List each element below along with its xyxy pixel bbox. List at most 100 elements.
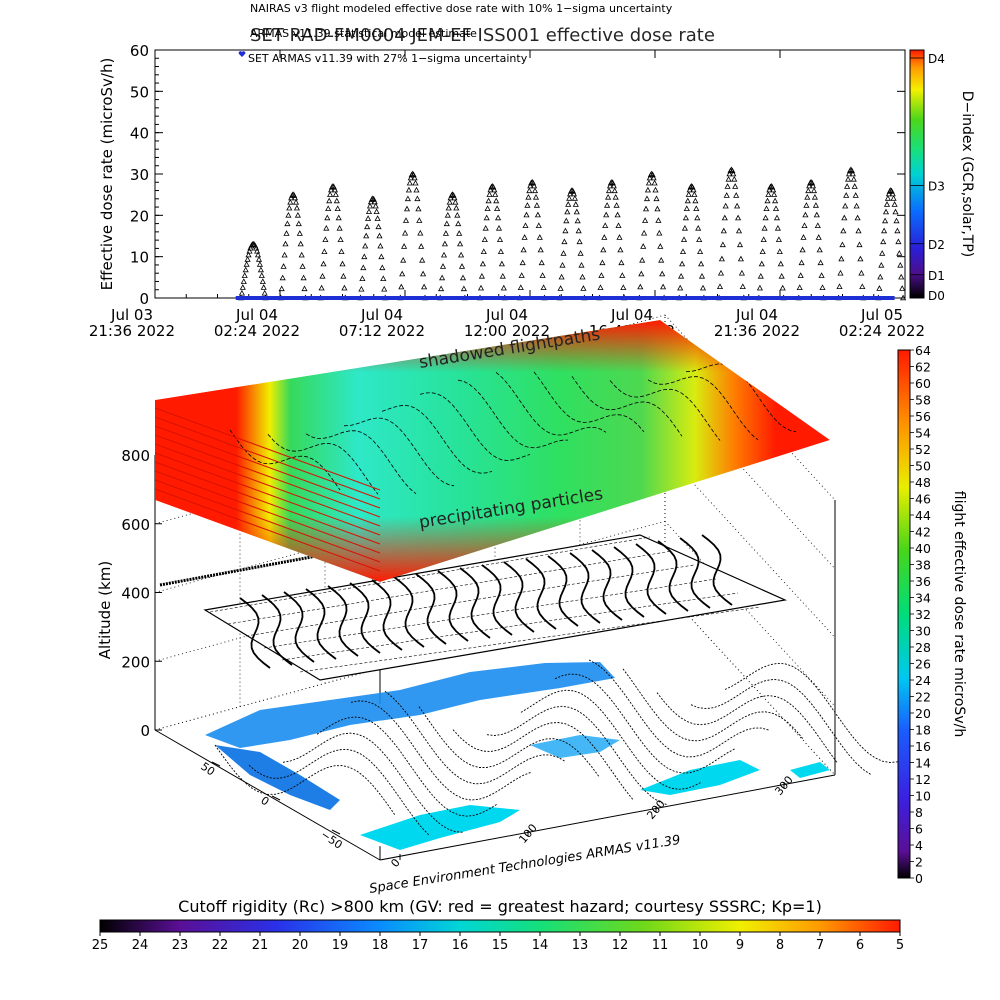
nairas-point: [293, 204, 300, 211]
nairas-point: [563, 217, 570, 224]
nairas-point: [798, 259, 805, 266]
nairas-point: [299, 263, 306, 269]
nairas-point: [559, 261, 566, 268]
nairas-point: [440, 251, 448, 258]
nairas-point: [481, 236, 488, 242]
nairas-point: [369, 195, 376, 201]
nairas-point: [882, 208, 890, 215]
y-tick-label: 10: [130, 249, 149, 267]
nairas-point: [239, 284, 246, 290]
nairas-point: [482, 224, 489, 231]
nairas-point: [770, 186, 777, 193]
dose-tick-label: 12: [915, 772, 931, 787]
rc-tick-label: 20: [292, 938, 309, 953]
dose-tick-label: 52: [915, 442, 931, 457]
nairas-point: [445, 204, 452, 211]
dose-tick-label: 14: [915, 756, 931, 771]
nairas-point: [779, 284, 786, 291]
nairas-point: [605, 193, 612, 200]
nairas-point: [730, 170, 737, 177]
nairas-point: [260, 284, 267, 290]
nairas-point: [244, 256, 251, 262]
dose-tick-label: 26: [915, 657, 931, 672]
nairas-point: [598, 272, 605, 278]
nairas-point: [568, 187, 576, 193]
nairas-point: [454, 211, 461, 218]
nairas-point: [840, 227, 847, 234]
nairas-point: [680, 236, 688, 242]
nairas-legend-line: NAIRAS v3 flight modeled effective dose …: [250, 2, 673, 15]
nairas-point: [577, 250, 584, 256]
rc-tick-label: 24: [132, 938, 149, 953]
nairas-point: [697, 248, 704, 254]
nairas-point: [599, 259, 606, 266]
nairas-point: [283, 230, 290, 236]
ocean-region-south: [360, 805, 520, 850]
orbit-shell-track: [525, 558, 557, 630]
nairas-point: [444, 211, 451, 218]
slab-edge-line: [155, 452, 381, 536]
nairas-point: [616, 234, 623, 240]
dose-tick-label: 40: [915, 541, 931, 556]
nairas-point: [261, 289, 268, 296]
nairas-point: [259, 278, 266, 284]
nairas-point: [245, 251, 252, 258]
nairas-point: [640, 243, 647, 249]
dose-tick-label: 62: [915, 360, 931, 375]
nairas-point: [402, 217, 410, 223]
nairas-point: [699, 284, 707, 291]
altitude-axis-label: Altitude (km): [96, 561, 114, 659]
nairas-point: [686, 186, 693, 193]
nairas-point: [325, 205, 332, 211]
shadowed-flight-track: [419, 392, 531, 461]
nairas-point: [618, 259, 625, 266]
orbit-shell-track: [437, 570, 469, 642]
nairas-point: [897, 261, 904, 268]
shadowed-flight-track: [267, 434, 379, 495]
orbit-shell-track: [701, 534, 733, 606]
nairas-point: [458, 263, 466, 269]
nairas-point: [845, 175, 852, 182]
nairas-point: [321, 248, 328, 254]
d-index-tick-label: D4: [928, 52, 945, 66]
nairas-point: [735, 214, 742, 221]
ground-track: [452, 722, 634, 800]
latitude-tick-label: 0: [258, 794, 271, 809]
nairas-point: [717, 269, 725, 276]
nairas-point: [377, 242, 384, 249]
nairas-point: [413, 186, 420, 193]
nairas-point: [817, 259, 824, 266]
nairas-point: [284, 220, 291, 227]
orbit-shell-track: [459, 567, 491, 639]
nairas-point: [574, 217, 581, 224]
dose-tick-label: 10: [915, 789, 931, 804]
nairas-point: [320, 260, 327, 267]
nairas-point: [692, 197, 699, 204]
nairas-point: [637, 283, 644, 290]
nairas-point: [803, 202, 810, 208]
nairas-point: [725, 175, 732, 182]
nairas-point: [643, 195, 651, 202]
timeseries-y-ticks: 0 10 20 30 40 50 60: [130, 42, 905, 308]
slab-edge-line: [155, 470, 381, 554]
dose-tick-label: 64: [915, 343, 931, 358]
d-index-tick-label: D1: [928, 269, 945, 283]
y-tick-label: 60: [130, 42, 149, 60]
y-tick-label: 30: [130, 166, 149, 184]
altitude-tick-label: 800: [121, 447, 150, 465]
nairas-point: [241, 272, 248, 278]
nairas-point: [365, 215, 372, 221]
dose-tick-label: 54: [915, 426, 931, 441]
armas-statistical-line: ARMAS v11.39 statistical model estimate: [250, 27, 477, 40]
nairas-point: [698, 272, 706, 279]
altitude-tick-label: 600: [121, 516, 150, 534]
nairas-point: [281, 251, 288, 258]
nairas-point: [646, 174, 653, 181]
nairas-point: [651, 179, 658, 186]
nairas-point: [810, 187, 818, 194]
rigidity-slab-edge-shading: [155, 320, 830, 582]
latitude-tick-label: −50: [318, 828, 344, 852]
x-tick-label-time: 12:00 2022: [464, 322, 550, 340]
orbit-shell-track: [547, 555, 579, 627]
nairas-point: [446, 198, 453, 205]
